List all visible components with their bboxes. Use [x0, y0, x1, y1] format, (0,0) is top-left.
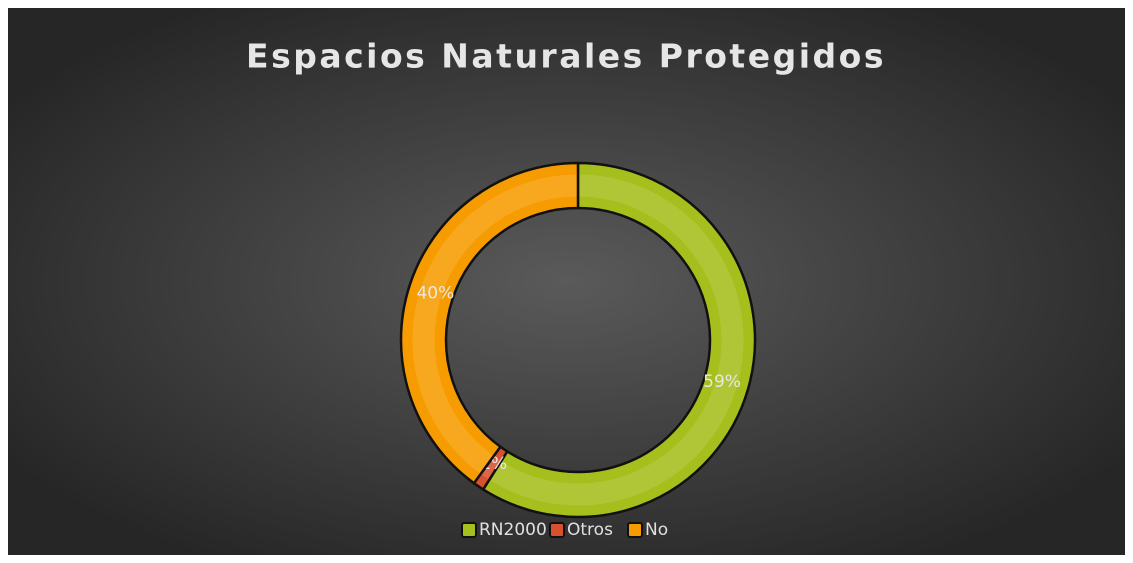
chart-background [8, 8, 1125, 555]
data-label: 59% [703, 372, 741, 392]
legend-swatch [549, 522, 565, 538]
donut-segment [399, 161, 580, 485]
legend-label: Otros [567, 520, 613, 540]
segment-highlight [482, 456, 500, 479]
donut-segment [481, 161, 757, 519]
legend-swatch [627, 522, 643, 538]
legend-swatch [461, 522, 477, 538]
segment-highlight [412, 174, 577, 473]
chart-title: Espacios Naturales Protegidos [246, 37, 886, 76]
legend-label: No [645, 520, 668, 540]
data-label: 40% [416, 284, 454, 304]
legend-label: RN2000 [479, 520, 547, 540]
segment-highlight [490, 174, 744, 506]
